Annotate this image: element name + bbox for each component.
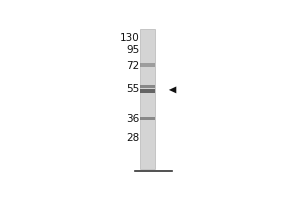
- Text: 28: 28: [127, 133, 140, 143]
- Bar: [140, 117, 155, 120]
- Text: 130: 130: [120, 33, 140, 43]
- Text: 36: 36: [127, 114, 140, 124]
- Bar: [140, 29, 155, 169]
- Text: 72: 72: [127, 61, 140, 71]
- Bar: [140, 63, 155, 67]
- Bar: [140, 89, 155, 93]
- Text: 55: 55: [127, 84, 140, 94]
- Text: 95: 95: [127, 45, 140, 55]
- Polygon shape: [169, 86, 176, 93]
- Bar: [140, 85, 155, 88]
